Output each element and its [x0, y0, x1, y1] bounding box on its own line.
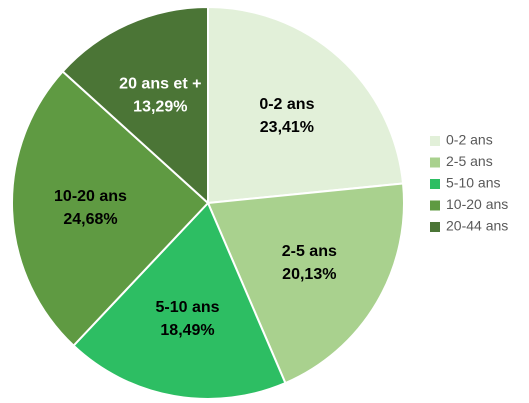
slice-value: 24,68%	[63, 211, 117, 228]
legend-label: 0-2 ans	[446, 132, 493, 148]
legend-swatch	[430, 200, 440, 211]
legend-swatch	[430, 222, 440, 232]
pie-slice	[72, 201, 287, 400]
pie-slice	[61, 5, 209, 206]
slice-value: 23,41%	[260, 119, 314, 136]
slice-category: 10-20 ans	[54, 188, 127, 205]
pie-slice	[11, 70, 210, 348]
slice-value: 18,49%	[160, 322, 214, 339]
legend-label: 20-44 ans	[446, 218, 508, 234]
slice-value: 20,13%	[282, 266, 336, 283]
slice-category: 0-2 ans	[259, 96, 314, 113]
slice-category: 20 ans et +	[119, 76, 201, 93]
legend-label: 5-10 ans	[446, 175, 500, 191]
legend-swatch	[430, 136, 440, 146]
slice-category: 2-5 ans	[282, 243, 337, 260]
slice-value: 13,29%	[133, 99, 187, 116]
slice-category: 5-10 ans	[156, 299, 220, 316]
legend-swatch	[430, 157, 440, 168]
pie-slice	[207, 5, 405, 205]
legend-label: 2-5 ans	[446, 153, 493, 169]
pie-slice	[206, 182, 405, 385]
legend-swatch	[430, 179, 440, 189]
legend-label: 10-20 ans	[446, 196, 508, 212]
